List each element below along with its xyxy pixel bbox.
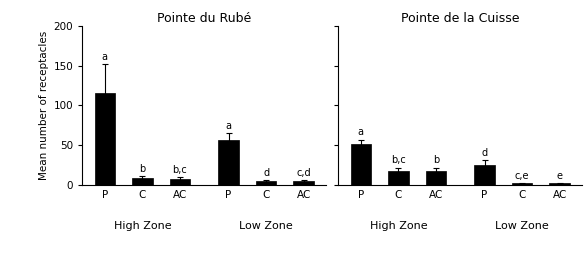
Bar (350, 144, 371, 185)
Bar (426, 171, 446, 185)
Text: b: b (139, 164, 145, 174)
Text: a: a (226, 121, 232, 131)
Text: a: a (358, 127, 364, 137)
Text: d: d (482, 148, 487, 158)
Bar (169, 179, 190, 185)
Bar (475, 165, 495, 185)
Text: b: b (433, 155, 439, 165)
Text: High Zone: High Zone (369, 221, 427, 231)
Bar (293, 181, 314, 185)
Text: Low Zone: Low Zone (495, 221, 549, 231)
Text: b,c: b,c (391, 155, 406, 165)
Bar (132, 178, 153, 185)
Y-axis label: Mean number of receptacles: Mean number of receptacles (39, 31, 49, 180)
Text: c,e: c,e (515, 171, 529, 181)
Title: Pointe de la Cuisse: Pointe de la Cuisse (401, 12, 519, 24)
Text: e: e (557, 171, 563, 181)
Text: d: d (263, 168, 269, 178)
Text: a: a (102, 52, 108, 61)
Text: Low Zone: Low Zone (239, 221, 293, 231)
Bar (549, 183, 570, 185)
Text: High Zone: High Zone (113, 221, 171, 231)
Text: c,d: c,d (296, 168, 311, 178)
Bar (388, 171, 409, 185)
Bar (512, 183, 532, 185)
Bar (95, 93, 115, 185)
Bar (218, 140, 239, 185)
Title: Pointe du Rubé: Pointe du Rubé (157, 12, 251, 24)
Bar (256, 181, 276, 185)
Text: b,c: b,c (172, 165, 187, 175)
